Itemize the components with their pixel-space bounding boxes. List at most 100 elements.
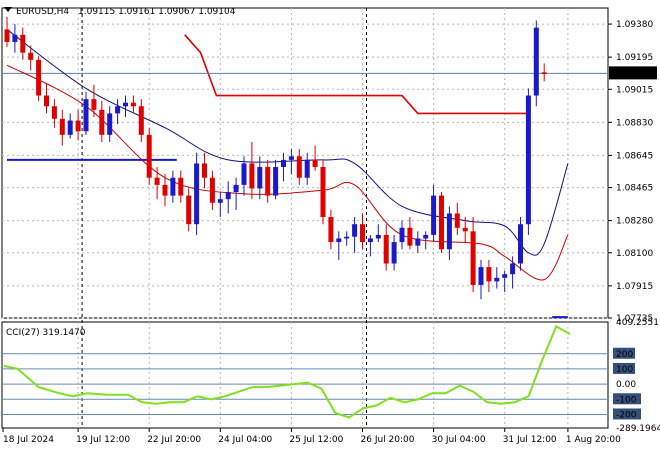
candle-body [107,113,113,135]
candle-body [470,231,476,285]
cci-tick-label: 200 [616,350,633,360]
triangle-down-icon[interactable] [4,7,12,12]
candle-body [162,184,168,196]
cci-axis: 409.2551 200 100 0.00 -100 -200 -289.1964 [613,318,660,434]
candle-body [217,199,223,203]
time-tick-label: 31 Jul 12:00 [503,435,557,445]
candlesticks [4,16,547,300]
price-tick-label: 1.09015 [616,85,653,95]
cci-tick-label: 100 [616,365,633,375]
candle-body [241,163,247,185]
current-price-label: 1.09104 [613,69,650,79]
time-tick-label: 26 Jul 20:00 [361,435,415,445]
price-tick-label: 1.09380 [616,20,653,30]
candle-body [115,106,121,114]
cci-label: CCI(27) 319.1470 [6,328,86,338]
cci-level-tag [613,393,641,405]
price-tick-label: 1.08645 [616,151,653,161]
time-tick-label: 22 Jul 20:00 [147,435,201,445]
candle-body [186,195,192,225]
candle-body [510,263,516,275]
candle-body [439,195,444,250]
cci-tick-label: -200 [616,410,637,420]
candle-body [44,95,49,107]
candle-body [273,167,279,196]
cci-pane-frame [1,321,609,429]
time-tick-label: 1 Aug 20:00 [566,435,621,445]
candle-body [123,102,128,107]
candle-body [194,163,200,225]
cci-tick-label: -100 [616,395,637,405]
cci-tick-label: 0.00 [616,380,636,390]
price-tick-label: 1.08465 [616,184,653,194]
candle-body [407,227,413,246]
candle-body [138,106,144,135]
candle-body [446,213,452,250]
fast-moving-average [6,64,569,281]
candle-body [249,163,255,189]
candle-body [178,177,184,196]
candle-body [257,167,263,189]
candle-body [209,177,215,203]
candle-body [336,238,342,243]
candle-body [462,227,468,232]
candle-body [202,163,207,178]
candle-body [367,238,373,243]
candle-body [502,274,508,278]
candle-body [478,267,484,285]
candle-body [541,72,547,75]
candle-body [12,34,18,42]
price-tick-label: 1.08280 [616,217,653,227]
ohlc-values: 1.09115 1.09161 1.09067 1.09104 [78,7,236,17]
candle-body [51,106,57,119]
time-tick-label: 24 Jul 04:00 [218,435,272,445]
price-tick-label: 1.09195 [616,53,653,63]
candle-body [20,34,26,53]
candle-body [4,29,10,42]
candle-body [296,156,302,178]
candle-body [154,177,160,185]
price-tick-label: 1.08830 [616,118,653,128]
candle-body [533,27,539,96]
candle-body [59,118,65,135]
candle-body [320,167,326,218]
candle-body [399,227,405,243]
cci-level-tag [613,347,635,359]
cci-indicator [2,324,608,419]
candle-body [454,213,460,228]
cci-level-tag [613,408,641,420]
candle-body [383,234,389,264]
candle-body [486,267,492,282]
candle-body [525,95,531,225]
price-tick-label: 1.07735 [616,314,653,324]
price-tick-label: 1.07915 [616,282,653,292]
candle-body [83,99,89,132]
candle-body [344,236,350,239]
cci-tick-label: -289.1964 [616,424,660,434]
time-tick-label: 19 Jul 12:00 [76,435,130,445]
time-tick-label: 25 Jul 12:00 [289,435,343,445]
candle-body [415,238,421,246]
candle-body [360,224,365,243]
candle-body [352,224,358,237]
candle-body [146,134,152,178]
candle-body [233,184,239,193]
candle-body [431,195,437,235]
candle-body [225,192,231,200]
price-axis: 1.09380 1.09195 1.09015 1.08830 1.08645 1.084… [608,20,657,324]
candle-body [99,109,105,135]
candle-body [494,277,500,282]
candle-body [28,52,34,60]
price-tick-label: 1.08100 [616,249,653,259]
candle-body [265,167,271,196]
candle-body [75,120,81,132]
candle-body [170,177,176,196]
cci-tick-label: 409.2551 [616,318,659,328]
cci-line [3,324,571,419]
candle-body [91,99,97,110]
candle-body [281,159,286,168]
symbol-timeframe: EURUSD,H4 [16,7,69,17]
candle-body [328,217,334,243]
time-tick-label: 18 Jul 2024 [3,435,54,445]
